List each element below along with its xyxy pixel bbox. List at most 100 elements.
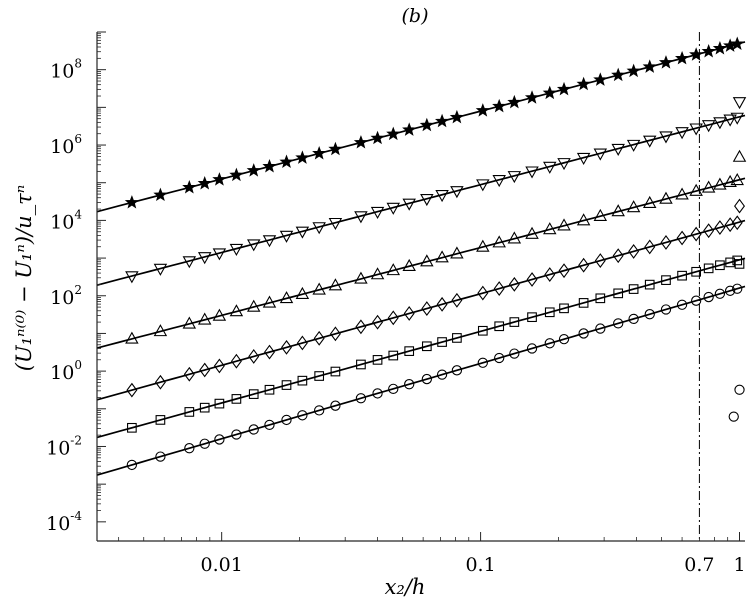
triangle-up-marker [713, 177, 727, 190]
triangle-up-marker [370, 267, 385, 280]
circle-marker [644, 309, 655, 320]
star-marker [312, 146, 327, 160]
triangle-down-marker [659, 131, 673, 144]
star-marker [246, 163, 261, 177]
circle-marker [184, 443, 195, 454]
circle-marker [660, 304, 672, 315]
circle-marker [126, 459, 138, 471]
circle-marker [628, 313, 639, 325]
triangle-down-marker [262, 235, 277, 248]
fit-line-square [96, 257, 746, 439]
triangle-down-marker [701, 120, 716, 133]
star-marker [434, 113, 450, 128]
square-marker [264, 384, 275, 395]
triangle-down-marker [420, 194, 434, 207]
circle-marker [734, 384, 745, 395]
diamond-marker [477, 285, 489, 301]
circle-marker [544, 338, 555, 349]
diamond-marker [421, 301, 433, 317]
star-marker [674, 50, 690, 65]
square-marker [155, 415, 166, 425]
square-marker [661, 275, 671, 285]
triangle-down-marker [370, 206, 385, 219]
diamond-marker [126, 382, 138, 398]
square-marker [330, 366, 341, 377]
y-tick-exponent: 4 [74, 207, 82, 221]
triangle-down-marker [229, 243, 244, 256]
circle-marker [155, 451, 166, 462]
star-marker [419, 117, 434, 132]
diamond-marker [612, 248, 624, 264]
star-marker [370, 130, 385, 145]
star-marker [542, 85, 557, 100]
triangle-down-marker [713, 117, 727, 130]
star-marker [556, 81, 572, 96]
diamond-marker [644, 239, 656, 255]
x-axis-label: x₂/h [385, 575, 426, 599]
diamond-marker [313, 330, 325, 346]
y-tick-base: 10 [50, 211, 74, 233]
star-marker [262, 159, 277, 173]
triangle-up-marker [262, 295, 277, 308]
triangle-up-marker [701, 180, 716, 193]
circle-marker [404, 379, 415, 390]
triangle-up-marker [675, 187, 689, 200]
diamond-marker [230, 353, 242, 369]
y-tick-label: 10-2 [46, 433, 82, 459]
y-tick-exponent: 6 [74, 132, 82, 146]
y-tick-label: 10-4 [46, 509, 82, 535]
triangle-up-marker [730, 173, 744, 186]
circle-marker [676, 299, 688, 310]
diamond-marker [264, 344, 275, 360]
diamond-marker [199, 362, 211, 378]
triangle-up-marker [435, 250, 449, 263]
star-marker [402, 122, 417, 136]
triangle-up-marker [229, 304, 244, 317]
triangle-up-marker [689, 183, 703, 196]
square-marker [231, 394, 242, 404]
diamond-marker [628, 243, 640, 259]
star-marker [492, 98, 507, 113]
triangle-up-marker [153, 324, 168, 337]
circle-marker [330, 400, 341, 411]
diamond-marker [372, 314, 384, 330]
triangle-down-marker [279, 230, 294, 243]
circle-marker [281, 414, 292, 426]
triangle-up-marker [420, 254, 434, 267]
triangle-up-marker [507, 231, 522, 244]
triangle-down-marker [328, 217, 343, 231]
square-marker [184, 407, 195, 417]
triangle-down-marker [197, 252, 212, 265]
diamond-marker [436, 296, 448, 312]
square-marker [559, 303, 569, 314]
circle-marker [714, 288, 726, 299]
y-tick-exponent: 0 [74, 358, 82, 372]
triangle-down-marker [125, 271, 139, 284]
circle-marker [526, 343, 538, 354]
square-marker [314, 371, 325, 381]
diamond-marker [703, 223, 715, 239]
circle-marker [231, 429, 242, 440]
star-marker [658, 55, 674, 69]
y-tick-label: 100 [50, 358, 82, 384]
circle-marker [436, 369, 448, 380]
triangle-up-marker [576, 213, 591, 226]
circle-marker [297, 410, 308, 421]
y-tick-label: 106 [50, 132, 82, 158]
square-marker [734, 259, 745, 269]
y-axis-label: (U₁ⁿ⁽⁰⁾ − U₁ⁿ)/u_τⁿ [12, 185, 36, 372]
diamond-marker [731, 215, 743, 231]
diamond-marker [355, 319, 367, 335]
diamond-marker [676, 230, 688, 246]
square-marker [494, 321, 505, 332]
triangle-up-marker [525, 226, 539, 239]
square-marker [214, 398, 225, 409]
star-marker [182, 180, 197, 194]
star-marker [279, 154, 294, 169]
circle-marker [199, 438, 210, 449]
triangle-up-marker [476, 239, 490, 252]
circle-marker [578, 328, 589, 339]
square-marker [248, 389, 259, 399]
chart-title: (b) [402, 5, 429, 27]
star-marker [212, 172, 227, 186]
